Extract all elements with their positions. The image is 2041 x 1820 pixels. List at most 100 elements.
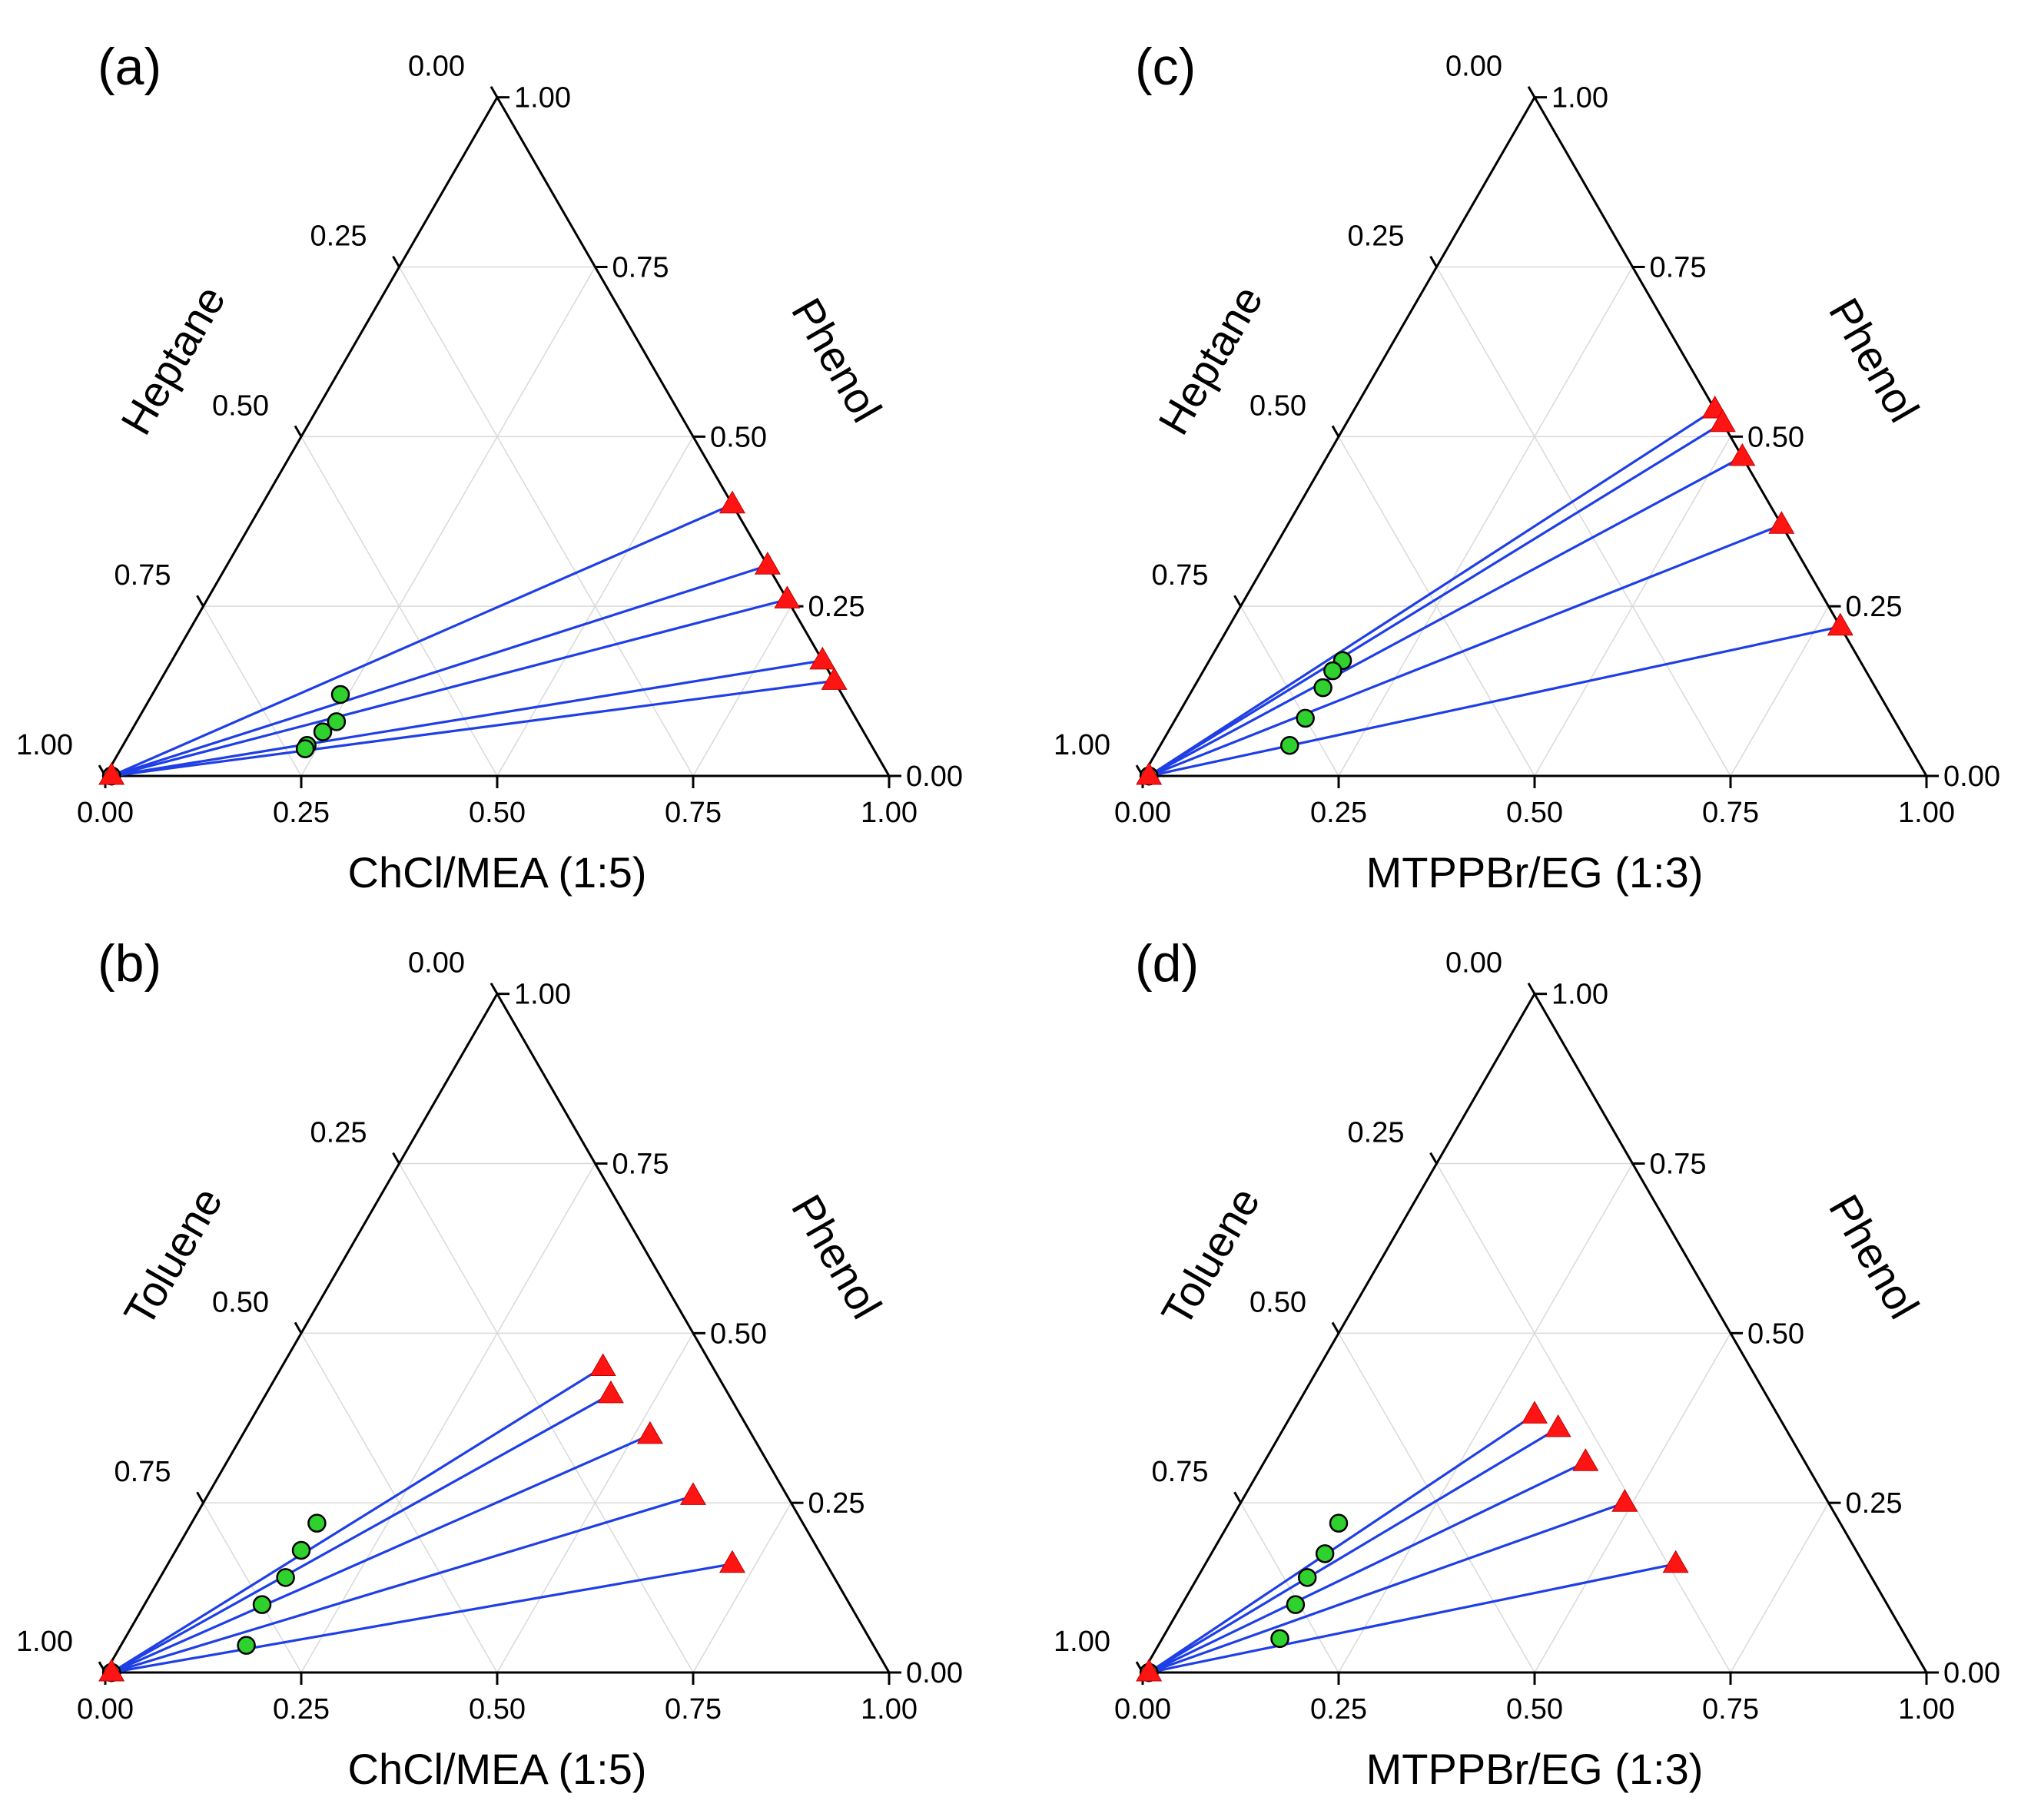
extract-point (1572, 1448, 1599, 1471)
right-axis-title: Phenol (1820, 290, 1929, 430)
gridline (1730, 1502, 1830, 1673)
extract-point (1827, 612, 1853, 636)
gridline (1435, 1163, 1731, 1673)
gridline (202, 1502, 302, 1673)
bottom-axis-title: MTPPBr/EG (1:3) (1366, 1745, 1704, 1793)
left-tick (1527, 85, 1536, 98)
left-tick (1429, 1152, 1438, 1165)
bottom-axis-title: ChCl/MEA (1:5) (348, 848, 647, 897)
tie-line (1148, 1427, 1559, 1674)
extract-point (589, 1353, 616, 1377)
raffinate-point (1323, 661, 1342, 681)
bottom-tick-label: 0.00 (77, 797, 134, 829)
raffinate-point (237, 1636, 256, 1655)
extract-point (636, 1421, 663, 1444)
extract-point (1136, 761, 1163, 785)
gridline (202, 605, 302, 777)
right-tick-label: 0.00 (1943, 761, 2000, 793)
left-tick-label: 0.00 (1445, 51, 1502, 83)
raffinate-point (276, 1568, 295, 1587)
raffinate-point (327, 712, 347, 731)
bottom-axis-title: MTPPBr/EG (1:3) (1366, 848, 1704, 897)
extract-series (98, 490, 848, 785)
ternary-panel-a: 0.00 0.00 0.00 0.25 0.25 0.25 0.50 0.50 0.50 0.75… (16, 38, 963, 897)
bottom-tick-label: 0.50 (469, 1693, 526, 1726)
left-tick-label: 1.00 (1054, 729, 1110, 761)
left-tick (196, 595, 204, 607)
extract-point (597, 1380, 624, 1404)
gridline (300, 1332, 498, 1673)
right-tick-label: 0.25 (1846, 591, 1903, 623)
right-tick-label: 0.25 (808, 591, 865, 623)
ternary-panel-c: 0.00 0.00 0.00 0.25 0.25 0.25 0.50 0.50 0.50 0.75… (1054, 38, 2000, 897)
left-tick-label: 0.75 (1152, 1456, 1209, 1488)
tie-line (111, 1366, 604, 1674)
left-tick-label: 1.00 (16, 729, 73, 761)
raffinate-point (252, 1595, 272, 1614)
raffinate-point (291, 1540, 311, 1560)
gridline (692, 1502, 792, 1673)
extract-point (1136, 1658, 1163, 1682)
bottom-axis-title: ChCl/MEA (1:5) (348, 1745, 647, 1793)
bottom-tick-label: 0.75 (1702, 797, 1759, 829)
left-tick-label: 0.75 (114, 559, 171, 592)
gridline (398, 267, 694, 777)
extract-point (809, 646, 836, 670)
left-tick (490, 982, 499, 995)
tie-line (111, 1393, 612, 1674)
left-tick-label: 0.00 (408, 947, 465, 980)
extract-point (1521, 1401, 1548, 1424)
left-tick (294, 425, 303, 438)
gridline (1435, 267, 1731, 777)
right-tick-label: 0.75 (612, 251, 669, 283)
bottom-tick-label: 1.00 (1898, 797, 1955, 829)
left-tick (1233, 1491, 1242, 1503)
bottom-tick-label: 0.00 (77, 1693, 134, 1726)
bottom-tick-label: 0.00 (1114, 797, 1171, 829)
bottom-tick-label: 0.25 (1310, 797, 1367, 829)
gridlines (1240, 266, 1830, 777)
left-tick (1331, 1321, 1340, 1334)
tie-line (1148, 408, 1716, 777)
gridline (1338, 1332, 1535, 1673)
right-tick-label: 1.00 (1551, 979, 1608, 1011)
right-axis-title: Phenol (782, 1186, 891, 1327)
left-tick (1331, 425, 1340, 438)
tie-line (111, 679, 835, 777)
right-tick-label: 1.00 (514, 979, 571, 1011)
left-tick-label: 0.00 (408, 51, 465, 83)
tie-lines (1148, 1413, 1676, 1674)
right-tick-label: 0.00 (906, 1657, 963, 1689)
bottom-tick-label: 0.75 (665, 1693, 722, 1726)
right-axis-title: Phenol (782, 290, 891, 430)
extract-point (754, 552, 781, 575)
raffinate-point (1286, 1595, 1306, 1614)
gridline (1534, 436, 1731, 777)
left-tick-label: 1.00 (16, 1626, 73, 1658)
left-tick (1429, 255, 1438, 268)
tie-line (111, 564, 768, 777)
left-tick-label: 0.25 (310, 1116, 367, 1149)
gridline (692, 605, 792, 777)
left-tick (392, 255, 400, 268)
left-tick (294, 1321, 303, 1334)
left-tick (392, 1152, 400, 1165)
tie-line (111, 598, 788, 777)
tie-line (1148, 422, 1724, 777)
bottom-tick-label: 0.75 (665, 797, 722, 829)
extract-series (1136, 395, 1853, 785)
right-tick-label: 0.75 (1650, 251, 1707, 283)
tie-line (111, 503, 733, 777)
right-tick-label: 0.50 (1747, 421, 1804, 453)
left-tick-label: 0.50 (212, 390, 269, 422)
extract-series (98, 1353, 746, 1682)
left-tick (1527, 982, 1536, 995)
extract-point (98, 761, 125, 785)
raffinate-point (295, 739, 315, 758)
right-tick-label: 0.00 (1943, 1657, 2000, 1689)
gridlines (202, 266, 792, 777)
gridline (398, 1163, 694, 1673)
left-tick-label: 1.00 (1054, 1626, 1110, 1658)
